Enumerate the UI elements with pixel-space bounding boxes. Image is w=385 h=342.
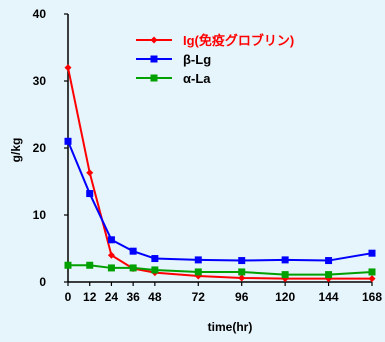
x-tick-label: 96 [235,290,249,304]
x-tick-label: 36 [126,290,140,304]
legend-entry: α-La [136,71,211,86]
x-tick-label: 72 [192,290,206,304]
legend-label: β-Lg [183,52,211,67]
series-line [68,264,373,276]
x-tick-label: 0 [65,290,72,304]
data-point [129,264,137,272]
x-tick-label: 48 [148,290,162,304]
y-tick-label: 0 [39,275,46,289]
data-point [107,251,115,259]
legend-marker [150,74,158,82]
data-point [151,266,159,274]
data-point [281,256,289,264]
data-point [64,137,72,145]
series-1 [64,137,376,265]
data-point [86,261,94,269]
data-point [238,257,246,265]
x-tick-label: 144 [319,290,339,304]
data-point [86,169,94,177]
x-tick-label: 24 [105,290,119,304]
data-point [238,274,246,282]
data-point [325,257,333,265]
y-tick-label: 10 [33,208,47,222]
legend: Ig(免疫グロブリン) β-Lg α-La [136,33,294,86]
data-point [86,190,94,198]
y-tick-label: 20 [33,141,47,155]
data-point [194,256,202,264]
data-point [194,268,202,276]
series-0 [64,64,376,283]
legend-label: Ig(免疫グロブリン) [183,33,294,48]
data-point [151,255,159,263]
y-tick-label: 40 [33,7,47,21]
legend-marker [150,36,158,44]
data-point [368,268,376,276]
y-axis-title: g/kg [9,138,23,163]
y-tick-label: 30 [33,74,47,88]
legend-entry: Ig(免疫グロブリン) [136,33,294,48]
data-point [107,264,115,272]
data-point [325,271,333,279]
data-point [368,275,376,283]
series-layer [64,64,376,283]
x-axis-title: time(hr) [208,320,253,334]
series-line [67,140,373,262]
legend-entry: β-Lg [136,52,211,67]
data-point [107,236,115,244]
x-tick-label: 12 [83,290,97,304]
data-point [129,247,137,255]
data-point [368,249,376,257]
data-point [64,64,72,72]
series-2 [64,261,376,279]
x-tick-label: 168 [362,290,382,304]
data-point [281,271,289,279]
axes: 0 10 20 30 40 0 12 24 36 48 72 96 120 144 168 [33,7,383,304]
legend-label: α-La [183,71,211,86]
data-point [64,261,72,269]
x-tick-label: 120 [275,290,295,304]
data-point [238,268,246,276]
legend-marker [150,55,158,63]
series-line [67,67,372,280]
